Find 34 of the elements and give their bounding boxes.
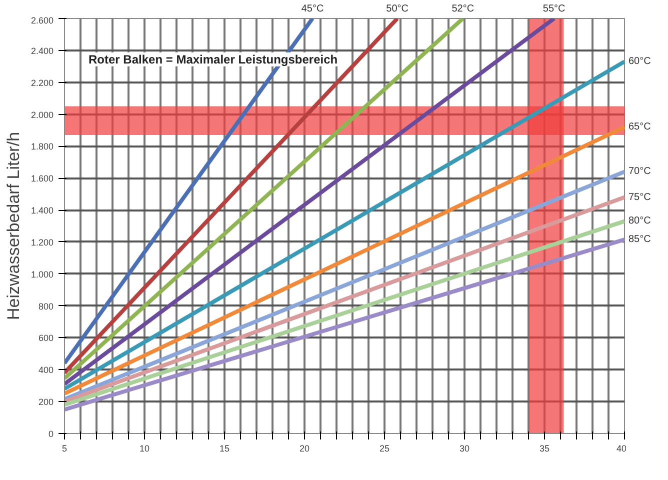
series-label: 45°C bbox=[301, 4, 324, 14]
x-tick-label: 40 bbox=[616, 444, 627, 454]
x-tick-label: 15 bbox=[219, 444, 230, 454]
y-tick-label: 600 bbox=[38, 333, 54, 344]
y-tick-label: 200 bbox=[38, 397, 54, 408]
series-label: 85°C bbox=[628, 234, 651, 246]
y-tick-label: 0 bbox=[48, 429, 54, 439]
x-tick-label: 10 bbox=[139, 444, 150, 454]
x-tick-label: 25 bbox=[379, 444, 390, 454]
y-tick-label: 2.400 bbox=[30, 46, 54, 56]
y-tick-label: 2.600 bbox=[30, 16, 54, 26]
y-tick-label: 400 bbox=[38, 365, 54, 376]
x-tick-label: 35 bbox=[539, 444, 550, 454]
series-label: 50°C bbox=[386, 4, 408, 14]
y-tick-label: 2.200 bbox=[30, 78, 54, 88]
series-label: 70°C bbox=[628, 166, 651, 178]
series-label: 75°C bbox=[628, 192, 651, 203]
y-tick-label: 2.000 bbox=[30, 110, 54, 120]
series-label: 52°C bbox=[452, 4, 474, 14]
y-tick-label: 1.400 bbox=[30, 206, 54, 216]
annotation: Roter Balken = Maximaler Leistungsbereich bbox=[88, 52, 338, 66]
series-label: 65°C bbox=[628, 122, 651, 133]
y-axis-title: Heizwasserbedarf Liter/h bbox=[4, 132, 23, 320]
y-tick-label: 1.800 bbox=[30, 142, 54, 152]
y-tick-label: 1.600 bbox=[30, 174, 54, 184]
x-tick-label: 5 bbox=[62, 444, 68, 454]
series-label: 80°C bbox=[628, 216, 651, 227]
y-tick-label: 800 bbox=[38, 301, 54, 312]
x-tick-label: 30 bbox=[459, 444, 470, 454]
series-label: 60°C bbox=[628, 56, 651, 68]
x-tick-label: 20 bbox=[299, 444, 310, 454]
series-label: 55°C bbox=[542, 4, 566, 14]
y-tick-label: 1.000 bbox=[30, 269, 54, 280]
y-tick-label: 1.200 bbox=[30, 237, 54, 248]
